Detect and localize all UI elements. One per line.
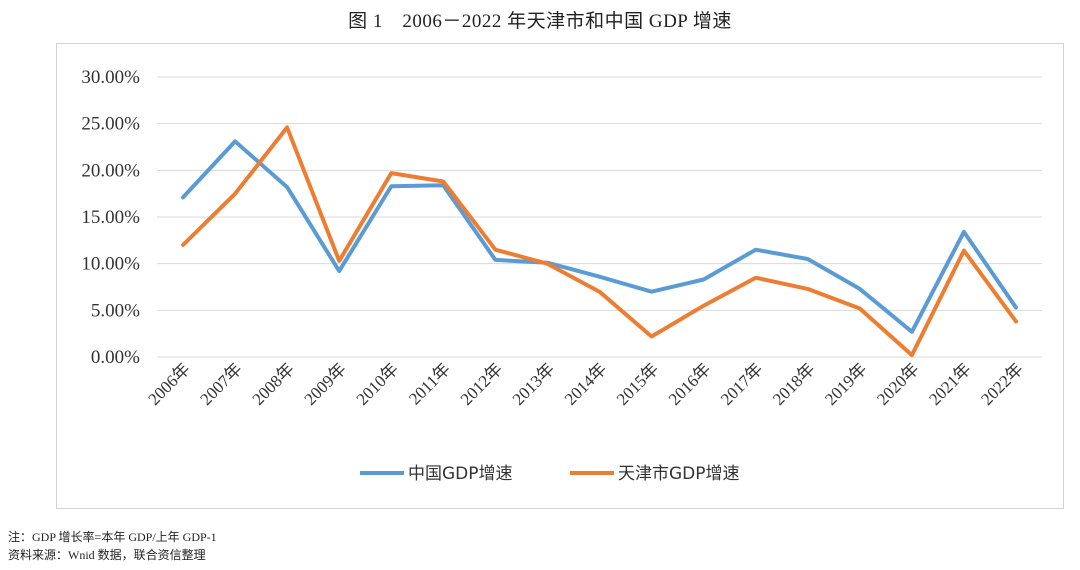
chart-title: 图 1 2006－2022 年天津市和中国 GDP 增速: [348, 11, 732, 32]
x-tick-label: 2011年: [405, 359, 454, 408]
x-tick-label: 2018年: [769, 359, 818, 408]
x-tick-label: 2016年: [665, 359, 714, 408]
y-tick-label: 30.00%: [81, 67, 140, 88]
legend-label-tianjin: 天津市GDP增速: [618, 464, 740, 484]
y-tick-label: 20.00%: [81, 160, 140, 181]
x-tick-label: 2015年: [613, 359, 662, 408]
chart-frame: [56, 43, 1064, 509]
x-tick-label: 2010年: [353, 359, 402, 408]
series-line-tianjin: [181, 125, 1018, 358]
x-tick-label: 2020年: [873, 359, 922, 408]
x-tick-label: 2022年: [977, 359, 1026, 408]
x-tick-label: 2006年: [144, 359, 193, 408]
x-tick-label: 2021年: [925, 359, 974, 408]
y-tick-label: 25.00%: [81, 114, 140, 135]
x-tick-label: 2013年: [509, 359, 558, 408]
source-note: 资料来源：Wnid 数据，联合资信整理: [8, 548, 206, 562]
series-line-china: [181, 139, 1018, 334]
x-tick-label: 2009年: [301, 359, 350, 408]
x-tick-label: 2007年: [196, 359, 245, 408]
x-tick-label: 2008年: [248, 359, 297, 408]
x-tick-label: 2017年: [717, 359, 766, 408]
legend-label-china: 中国GDP增速: [408, 464, 513, 484]
y-tick-label: 10.00%: [81, 254, 140, 275]
y-tick-label: 15.00%: [81, 207, 140, 228]
x-tick-label: 2019年: [821, 359, 870, 408]
y-tick-label: 5.00%: [91, 300, 140, 321]
x-tick-label: 2014年: [561, 359, 610, 408]
formula-note: 注：GDP 增长率=本年 GDP/上年 GDP-1: [8, 530, 217, 544]
x-tick-label: 2012年: [457, 359, 506, 408]
y-tick-label: 0.00%: [91, 347, 140, 368]
